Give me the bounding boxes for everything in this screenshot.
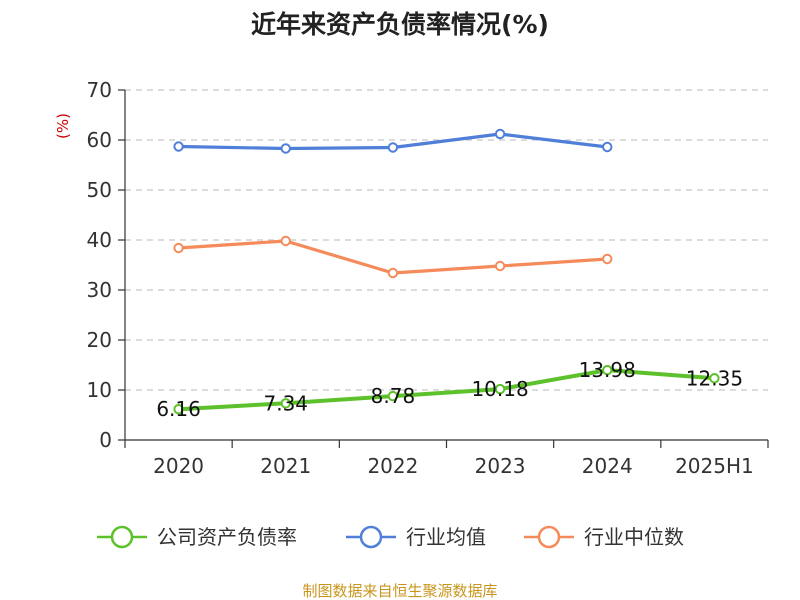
x-tick-label: 2024 — [582, 454, 633, 478]
x-tick-label: 2025H1 — [675, 454, 754, 478]
data-point — [602, 141, 613, 153]
data-label: 13.98 — [579, 358, 636, 382]
axis-layer: 0 10 20 30 40 50 60 70 2020 2021 2022 2023 2024 2025H… — [87, 78, 769, 478]
data-point — [173, 404, 184, 415]
data-point — [280, 235, 291, 247]
y-tick-label: 0 — [99, 428, 112, 452]
legend-label: 行业均值 — [406, 525, 486, 549]
data-point — [173, 242, 184, 254]
data-point — [387, 267, 399, 279]
y-tick-label: 60 — [87, 128, 112, 152]
chart-title: 近年来资产负债率情况(%) — [251, 10, 549, 39]
data-point — [602, 364, 613, 376]
data-label-layer: 6.16 7.34 8.78 10.18 13.98 12.35 — [156, 358, 743, 421]
data-point — [387, 390, 399, 402]
data-point — [709, 373, 720, 384]
legend-item: 行业均值 — [346, 525, 486, 549]
data-label: 12.35 — [686, 366, 743, 390]
data-label: 8.78 — [371, 384, 416, 408]
data-point — [387, 142, 399, 153]
legend-label: 行业中位数 — [584, 525, 684, 549]
data-point — [280, 143, 291, 154]
x-tick-label: 2022 — [367, 454, 418, 478]
legend-marker-swatch — [359, 525, 383, 549]
y-tick-label: 40 — [87, 228, 112, 252]
x-tick-label: 2021 — [260, 454, 311, 478]
y-tick-label: 30 — [87, 278, 112, 302]
y-axis-unit-label: (%) — [54, 113, 72, 139]
data-label: 7.34 — [263, 391, 308, 415]
y-tick-label: 20 — [87, 328, 112, 352]
legend-label: 公司资产负债率 — [157, 525, 297, 549]
legend-item: 公司资产负债率 — [97, 525, 297, 549]
data-point — [494, 128, 506, 140]
series-layer — [173, 128, 720, 415]
data-point — [602, 253, 613, 265]
legend: 公司资产负债率 行业均值 行业中位数 — [97, 525, 684, 549]
y-tick-label: 10 — [87, 378, 112, 402]
source-note: 制图数据来自恒生聚源数据库 — [302, 582, 497, 600]
grid-layer — [125, 89, 768, 391]
x-tick-label: 2023 — [475, 454, 526, 478]
legend-item: 行业中位数 — [524, 525, 684, 549]
data-label: 6.16 — [156, 397, 201, 421]
x-tick-label: 2020 — [153, 454, 204, 478]
y-tick-label: 70 — [87, 78, 112, 102]
legend-marker-swatch — [537, 525, 561, 549]
data-point — [280, 398, 291, 409]
data-point — [494, 260, 506, 272]
data-point — [173, 141, 184, 152]
series-line — [176, 368, 717, 412]
y-tick-label: 50 — [87, 178, 112, 202]
data-label: 10.18 — [471, 377, 528, 401]
legend-marker-swatch — [110, 525, 134, 549]
data-point — [494, 383, 506, 395]
